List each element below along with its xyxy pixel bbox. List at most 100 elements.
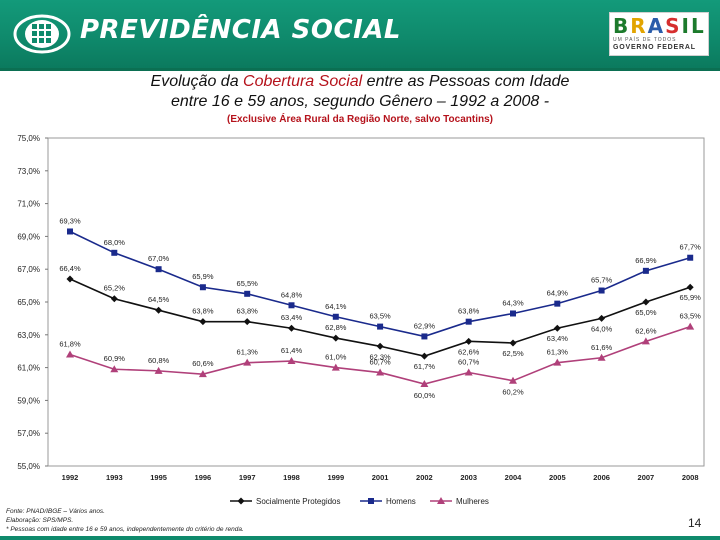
data-label: 64,1% — [325, 302, 347, 311]
triangle-marker — [686, 322, 695, 330]
legend-label: Mulheres — [456, 497, 489, 506]
y-tick-label: 65,0% — [17, 298, 40, 307]
square-marker — [377, 323, 384, 330]
page-number: 14 — [688, 516, 702, 530]
legend-label: Homens — [386, 497, 416, 506]
diamond-marker — [288, 324, 295, 332]
data-label: 61,8% — [59, 339, 81, 348]
square-marker — [67, 228, 73, 235]
triangle-marker — [376, 368, 385, 376]
data-label: 69,3% — [59, 216, 81, 225]
square-marker — [199, 284, 206, 291]
triangle-marker — [437, 497, 445, 504]
data-label: 60,2% — [502, 388, 524, 397]
data-label: 62,6% — [635, 326, 657, 335]
x-tick-label: 2004 — [505, 473, 523, 482]
gov-name: GOVERNO FEDERAL — [613, 44, 696, 51]
title-line-2: entre 16 e 59 anos, segundo Gênero – 199… — [170, 93, 550, 110]
footnote-elaboration: Elaboração: SPS/MPS. — [6, 517, 74, 524]
triangle-marker — [597, 353, 606, 361]
data-label: 67,7% — [680, 243, 702, 252]
data-label: 61,4% — [281, 346, 303, 355]
data-label: 63,4% — [547, 334, 569, 343]
triangle-marker — [198, 370, 207, 378]
data-label: 60,9% — [104, 354, 126, 363]
data-label: 62,3% — [369, 352, 391, 361]
governo-federal-logo: BRASIL UM PAÍS DE TODOS GOVERNO FEDERAL — [609, 12, 709, 56]
x-tick-label: 1995 — [150, 473, 167, 482]
data-label: 60,7% — [369, 358, 391, 367]
data-label: 62,6% — [458, 347, 480, 356]
data-label: 61,3% — [237, 348, 259, 357]
triangle-marker — [154, 366, 163, 374]
header-bar — [0, 0, 720, 68]
legend-label: Socialmente Protegidos — [256, 497, 341, 506]
y-tick-label: 71,0% — [17, 200, 40, 209]
line-chart: 75,0% 73,0% 71,0% 69,0% 67,0% 65,0% 63,0% 61,0%… — [17, 134, 705, 506]
diamond-marker — [66, 275, 74, 283]
x-tick-label: 1997 — [239, 473, 256, 482]
data-label: 64,5% — [148, 295, 170, 304]
triangle-marker — [243, 358, 252, 366]
y-tick-label: 61,0% — [17, 364, 40, 373]
diamond-marker — [332, 334, 340, 342]
y-tick-label: 73,0% — [17, 167, 40, 176]
header-divider — [0, 68, 720, 71]
triangle-marker — [420, 380, 429, 387]
diamond-marker — [237, 497, 245, 505]
data-label: 65,7% — [591, 276, 613, 285]
x-tick-label: 2008 — [682, 473, 699, 482]
data-label: 61,7% — [414, 362, 436, 371]
x-tick-label: 2001 — [372, 473, 389, 482]
square-marker — [332, 313, 339, 320]
y-tick-label: 55,0% — [17, 462, 40, 471]
data-label: 64,0% — [591, 324, 613, 333]
triangle-marker — [553, 358, 562, 366]
square-marker — [244, 290, 251, 297]
square-marker — [510, 310, 516, 317]
data-label: 61,6% — [591, 343, 613, 352]
x-tick-label: 1993 — [106, 473, 123, 482]
data-label: 64,9% — [547, 289, 569, 298]
data-label: 63,8% — [458, 307, 480, 316]
square-marker — [155, 266, 162, 273]
square-marker — [111, 249, 118, 256]
x-tick-label: 1996 — [195, 473, 212, 482]
data-label: 65,9% — [192, 272, 214, 281]
data-label: 62,9% — [414, 321, 436, 330]
data-label: 65,9% — [680, 293, 702, 302]
x-tick-label: 2007 — [638, 473, 655, 482]
square-marker — [421, 333, 428, 340]
triangle-marker — [110, 365, 119, 373]
triangle-marker — [287, 357, 296, 365]
chart-subtitle: (Exclusive Área Rural da Região Norte, s… — [226, 114, 493, 125]
x-tick-label: 1998 — [283, 473, 300, 482]
data-label: 65,5% — [237, 279, 259, 288]
square-marker — [554, 300, 561, 307]
x-tick-label: 1999 — [327, 473, 344, 482]
data-label: 62,5% — [502, 349, 524, 358]
data-label: 61,3% — [547, 348, 569, 357]
y-tick-label: 67,0% — [17, 265, 40, 274]
footnote-note: * Pessoas com idade entre 16 e 59 anos, … — [6, 526, 244, 533]
data-label: 65,0% — [635, 308, 657, 317]
title-highlight: Cobertura Social — [243, 73, 363, 90]
square-marker — [642, 267, 649, 274]
x-tick-label: 2006 — [593, 473, 610, 482]
square-marker — [368, 498, 374, 504]
triangle-marker — [66, 350, 74, 358]
square-marker — [598, 287, 605, 294]
triangle-marker — [331, 363, 340, 371]
data-label: 63,8% — [192, 307, 214, 316]
y-tick-label: 57,0% — [17, 429, 40, 438]
data-label: 61,0% — [325, 353, 347, 362]
data-label: 63,8% — [237, 307, 259, 316]
square-marker — [288, 302, 295, 309]
diamond-marker — [509, 339, 517, 347]
previdencia-logo-icon — [13, 14, 71, 54]
diamond-marker — [376, 342, 384, 350]
y-tick-label: 75,0% — [17, 134, 40, 143]
header-title: PREVIDÊNCIA SOCIAL — [80, 15, 401, 45]
y-tick-label: 63,0% — [17, 331, 40, 340]
diamond-marker — [686, 283, 694, 291]
